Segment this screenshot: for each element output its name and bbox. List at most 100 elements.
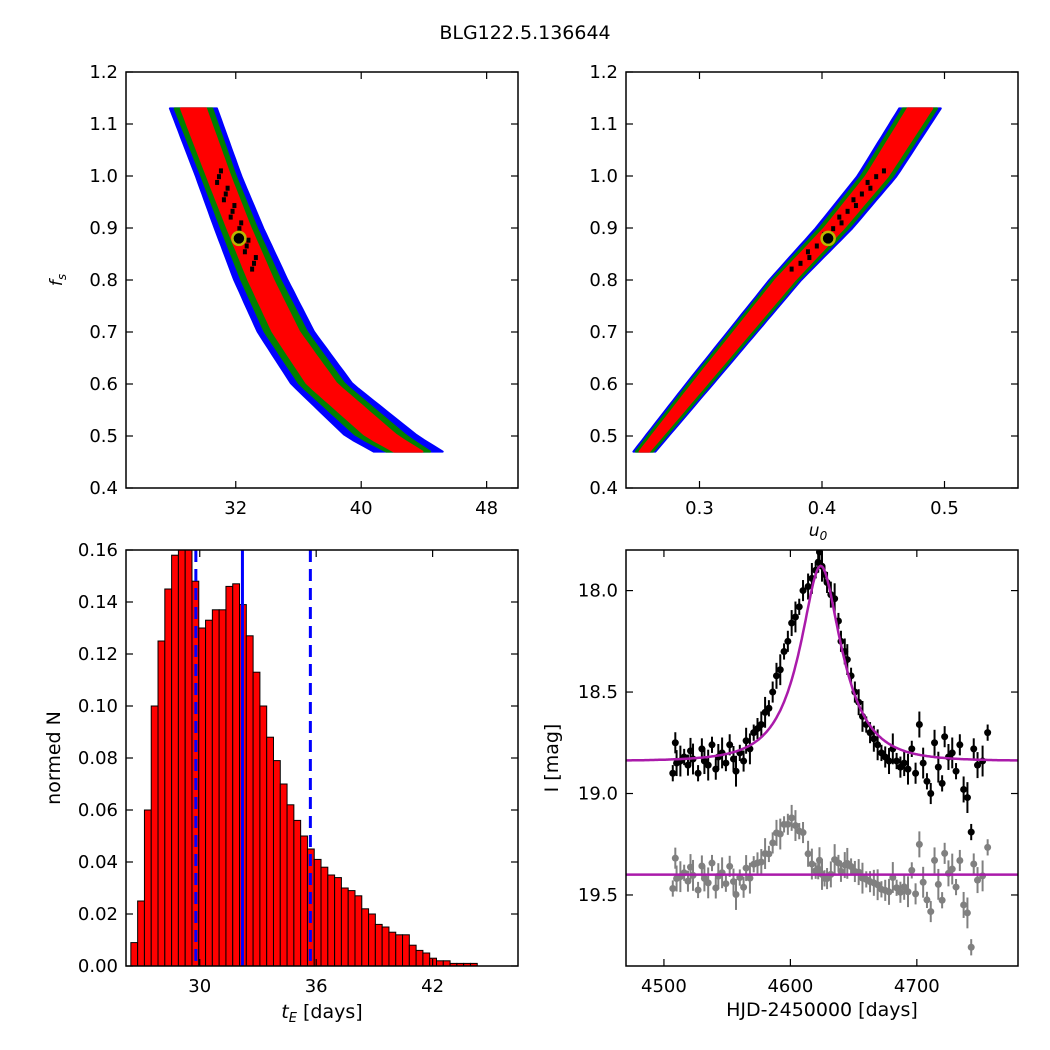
data-point [769,688,777,696]
histogram-bar [347,890,356,967]
y-tick-label: 1.2 [589,62,618,83]
x-tick-label: 0.3 [685,498,714,519]
y-tick-label: 19.5 [578,885,618,906]
data-point [795,603,803,611]
residual-point [837,867,845,875]
histogram-bar [300,835,308,967]
panel-fs-vs-te: 32 40 48 0.4 0.5 0.6 0.7 0.8 0.9 1.0 1.1 1.2 fs [47,62,519,519]
residual-point [956,856,964,864]
data-point [974,761,982,769]
residual-point [847,863,855,871]
residual-point [669,885,677,893]
chain-sample [837,214,842,220]
y-tick-label: 1.1 [89,114,118,135]
data-point [963,794,971,802]
x-tick-label: 4500 [641,976,687,997]
residual-point [904,888,912,896]
sigma2-region [173,107,432,453]
data-point [788,619,796,627]
chain-sample [215,179,220,185]
y-tick-label: 1.2 [89,62,118,83]
data-point [934,763,942,771]
histogram-bar [435,960,444,967]
y-tick-label: 0.08 [78,748,118,769]
data-point [952,767,960,775]
data-point [722,759,730,767]
chain-sample [831,226,836,232]
x-tick-label: 4600 [767,976,813,997]
residual-point [960,901,968,909]
x-axis-label: HJD-2450000 [days] [726,999,918,1021]
data-point [732,767,740,775]
chain-sample [845,208,850,214]
residual-point [776,830,784,838]
residual-point [963,909,971,917]
chain-sample [218,168,223,174]
sigma1-region [638,107,934,453]
residual-point [941,849,949,857]
data-point [742,737,750,745]
residual-point [927,908,935,916]
x-tick-label: 32 [224,498,247,519]
best-fit-marker [820,230,836,247]
data-point [912,769,920,777]
histogram-bar [218,609,227,967]
residual-point [948,865,956,873]
y-tick-label: 0.9 [589,218,618,239]
y-tick-label: 0.5 [89,426,118,447]
residual-point [974,876,982,884]
y-tick-label: 0.7 [89,322,118,343]
histogram-bar [150,705,159,967]
residual-point [726,862,734,870]
panel-light-curve: 4500 4600 4700 18.0 18.5 19.0 19.5 HJD-2450000… [541,549,1019,1021]
histogram-bar [143,809,152,967]
axes-frame [625,549,1019,967]
data-point [740,757,748,765]
data-point [931,739,939,747]
y-tick-label: 18.5 [578,682,618,703]
histogram-bar [361,908,370,967]
residual-point [742,864,750,872]
y-tick-label: 0.8 [89,270,118,291]
chain-sample [230,208,235,214]
histogram-bar [130,942,139,967]
x-tick-label: 48 [475,498,498,519]
residual-point [912,890,920,898]
data-point [874,741,882,749]
data-point [915,721,923,729]
data-point [941,733,949,741]
data-point [956,741,964,749]
histogram-bar [340,887,349,967]
chain-sample [239,220,244,226]
residual-point [915,840,923,848]
residual-point [908,866,916,874]
chain-sample [223,191,228,197]
chain-sample [221,197,226,203]
panel-fs-vs-u0: 0.3 0.4 0.5 0.4 0.5 0.6 0.7 0.8 0.9 1.0 1.1 1.2 u0 [589,62,1019,543]
chain-sample [851,197,856,203]
chain-sample [237,226,242,232]
chain-sample [874,174,879,180]
chain-sample [228,214,233,220]
histogram-bar [374,923,383,967]
y-tick-label: 18.0 [578,581,618,602]
data-point [671,739,679,747]
histogram-bar [225,585,234,967]
y-tick-label: 0.9 [89,218,118,239]
x-tick-label: 0.5 [930,498,959,519]
chain-sample [252,260,257,266]
y-axis-label: I [mag] [541,724,563,793]
histogram-bar [306,848,315,967]
residual-point [984,843,992,851]
histogram-bar [395,934,404,967]
y-tick-label: 0.00 [78,956,118,977]
histogram-bar [205,619,213,967]
residual-point [804,850,812,858]
data-point [791,613,799,621]
histogram-bar [327,874,336,967]
residual-point [788,814,796,822]
data-point [784,637,792,645]
histogram-bar [272,760,281,967]
y-tick-label: 0.5 [589,426,618,447]
